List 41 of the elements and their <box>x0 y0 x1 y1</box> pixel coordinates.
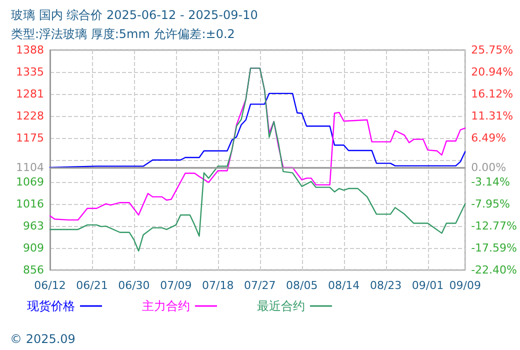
y2-tick-label: -3.14% <box>471 176 510 188</box>
x-tick-label: 07/09 <box>160 279 192 292</box>
y-tick-label: 1069 <box>16 176 44 188</box>
chart-title: 玻璃 国内 综合价 2025-06-12 - 2025-09-10 <box>11 8 258 22</box>
y-tick-label: 1281 <box>16 88 44 101</box>
legend-label: 最近合约 <box>257 299 305 313</box>
y-tick-label: 1388 <box>16 44 44 56</box>
x-tick-label: 08/05 <box>286 279 318 292</box>
x-tick-label: 06/30 <box>118 279 150 292</box>
y-tick-label: 1335 <box>16 66 44 78</box>
legend-label: 主力合约 <box>142 299 190 313</box>
x-tick-label: 09/09 <box>449 279 481 292</box>
x-tick-label: 07/27 <box>244 279 276 292</box>
y-tick-label: 1175 <box>16 132 44 144</box>
y2-tick-label: -7.95% <box>471 197 510 210</box>
y2-tick-label: 6.49% <box>471 132 506 144</box>
y-tick-label: 909 <box>23 242 44 254</box>
x-tick-label: 06/12 <box>34 279 66 292</box>
x-tick-label: 08/14 <box>328 279 360 292</box>
y2-tick-label: -12.77% <box>471 220 518 232</box>
text: © 2025.09 <box>10 332 76 346</box>
y2-tick-label: 16.12% <box>471 88 514 100</box>
line-series <box>49 92 466 168</box>
x-tick-label: 08/23 <box>370 279 402 292</box>
y-tick-label: 1016 <box>16 198 44 210</box>
y2-tick-label: 11.31% <box>471 109 514 122</box>
line-series <box>49 68 466 252</box>
y2-tick-label: 0.00% <box>471 161 506 174</box>
y2-tick-label: 25.75% <box>471 44 514 56</box>
x-tick-label: 06/21 <box>76 279 108 292</box>
y-tick-label: 856 <box>23 264 44 276</box>
y2-tick-label: 20.94% <box>471 65 514 78</box>
y2-tick-label: -22.40% <box>471 264 518 276</box>
legend-label: 现货价格 <box>27 299 75 313</box>
y-tick-label: 963 <box>23 219 44 232</box>
y-tick-label: 1104 <box>16 160 44 174</box>
chart-subtitle: 类型:浮法玻璃 厚度:5mm 允许偏差:±0.2 <box>11 27 235 41</box>
x-tick-label: 07/18 <box>202 279 234 292</box>
x-tick-label: 09/01 <box>412 279 444 292</box>
y-tick-label: 1228 <box>16 110 44 122</box>
y2-tick-label: -17.59% <box>471 242 518 255</box>
